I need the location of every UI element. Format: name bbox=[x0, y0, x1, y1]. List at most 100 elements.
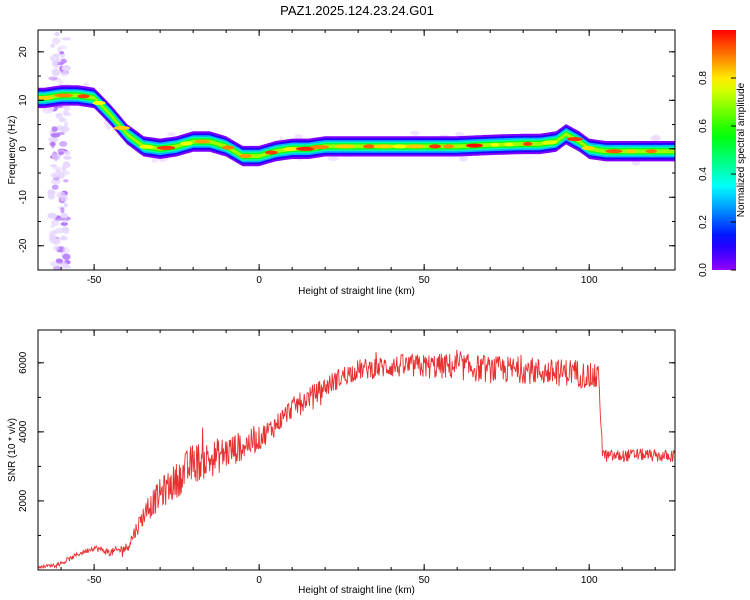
snr-line bbox=[38, 349, 675, 570]
noise-speckle bbox=[167, 132, 176, 137]
x-tick-label: 100 bbox=[581, 275, 598, 286]
noise-speckle bbox=[55, 115, 64, 119]
noise-speckle bbox=[62, 253, 71, 260]
spectrogram-peak bbox=[645, 149, 657, 154]
noise-speckle bbox=[55, 56, 61, 63]
noise-speckle bbox=[61, 65, 71, 72]
noise-speckle bbox=[63, 105, 71, 112]
spectrogram-peak bbox=[373, 144, 394, 149]
noise-speckle bbox=[53, 265, 61, 270]
noise-speckle bbox=[62, 161, 71, 169]
x-tick-label: 50 bbox=[419, 275, 431, 286]
noise-speckle bbox=[49, 233, 56, 241]
y-tick-label: -20 bbox=[18, 238, 29, 253]
spectrogram-peak bbox=[77, 94, 90, 99]
noise-speckle bbox=[42, 107, 54, 114]
spectrogram-peak bbox=[310, 145, 330, 150]
spectrogram-peak bbox=[139, 144, 155, 149]
plot-frame bbox=[37, 329, 676, 571]
spectrogram-peak bbox=[156, 145, 176, 150]
noise-speckle bbox=[50, 56, 55, 62]
x-axis-label: Height of straight line (km) bbox=[298, 286, 415, 297]
colorbar-tick-label: 0.8 bbox=[698, 71, 709, 85]
x-tick-label: 0 bbox=[256, 575, 262, 586]
spectrogram-peak bbox=[522, 141, 533, 146]
y-tick-label: 6000 bbox=[18, 351, 29, 374]
noise-speckle bbox=[459, 155, 468, 162]
x-axis-label: Height of straight line (km) bbox=[298, 585, 415, 596]
noise-speckle bbox=[62, 110, 69, 115]
spectrogram-peak bbox=[113, 126, 131, 130]
y-tick-label: 0 bbox=[18, 146, 29, 152]
noise-speckle bbox=[327, 156, 340, 161]
snr-plot: -50 0 50 100 2000 4000 6000 Height of straight … bbox=[7, 329, 676, 596]
spectrogram-peak bbox=[264, 150, 278, 155]
y-axis-label: Frequency (Hz) bbox=[7, 116, 18, 185]
spectrogram-peak bbox=[581, 146, 595, 151]
noise-speckle bbox=[50, 172, 59, 178]
noise-speckle bbox=[48, 136, 59, 143]
x-tick-label: 0 bbox=[256, 275, 262, 286]
colorbar-tick-label: 0.6 bbox=[698, 119, 709, 133]
noise-speckle bbox=[60, 221, 68, 226]
spectrogram-peak bbox=[363, 144, 375, 149]
spectrogram-peak bbox=[38, 95, 54, 100]
noise-speckle bbox=[54, 218, 64, 221]
noise-speckle bbox=[60, 207, 65, 214]
noise-speckle bbox=[51, 37, 61, 45]
noise-speckle bbox=[409, 130, 420, 135]
spectrogram-peak bbox=[490, 142, 500, 147]
noise-speckle bbox=[151, 157, 158, 163]
noise-speckle bbox=[48, 76, 58, 81]
noise-speckle bbox=[61, 235, 66, 240]
colorbar-tick-label: 0.4 bbox=[698, 167, 709, 181]
noise-speckle bbox=[50, 133, 61, 138]
noise-speckle bbox=[60, 58, 67, 64]
noise-speckle bbox=[50, 164, 57, 168]
noise-speckle bbox=[53, 154, 61, 161]
noise-speckle bbox=[50, 141, 56, 149]
spectrogram-peak bbox=[542, 140, 558, 145]
noise-speckle bbox=[52, 166, 62, 170]
noise-speckle bbox=[649, 135, 662, 141]
noise-speckle bbox=[52, 238, 61, 245]
noise-speckle bbox=[53, 245, 60, 251]
noise-speckle bbox=[58, 45, 67, 50]
spectrogram-peak bbox=[405, 144, 425, 149]
spectrogram-peak bbox=[335, 144, 355, 149]
spectrogram-peak bbox=[465, 143, 483, 148]
noise-speckle bbox=[56, 191, 66, 199]
spectrogram-peak bbox=[567, 137, 583, 142]
spectrogram-peak bbox=[392, 144, 407, 149]
noise-speckle bbox=[63, 202, 68, 208]
spectrogram-peak bbox=[626, 149, 636, 154]
plot-frame bbox=[37, 29, 676, 271]
spectrogram-peak bbox=[180, 141, 193, 146]
noise-speckle bbox=[60, 212, 66, 219]
noise-speckle bbox=[50, 43, 55, 48]
noise-speckle bbox=[52, 53, 60, 58]
y-tick-label: 10 bbox=[18, 94, 29, 106]
y-tick-label: 4000 bbox=[18, 420, 29, 443]
noise-speckle bbox=[58, 118, 65, 123]
spectrogram-peak bbox=[239, 154, 252, 159]
noise-speckle bbox=[47, 192, 55, 200]
noise-speckle bbox=[50, 224, 55, 229]
noise-speckle bbox=[62, 226, 70, 234]
noise-speckle bbox=[455, 131, 464, 137]
noise-speckle bbox=[55, 113, 63, 117]
noise-speckle bbox=[47, 212, 57, 219]
x-tick-label: -50 bbox=[87, 275, 102, 286]
noise-speckle bbox=[53, 64, 59, 70]
x-tick-label: 50 bbox=[419, 575, 431, 586]
colorbar-tick-label: 0.2 bbox=[698, 215, 709, 229]
noise-speckle bbox=[58, 151, 64, 156]
spectrogram-peak bbox=[605, 149, 623, 154]
noise-speckle bbox=[61, 37, 72, 41]
noise-speckle bbox=[631, 160, 641, 166]
spectrogram-band bbox=[38, 87, 675, 165]
noise-speckle bbox=[60, 170, 70, 176]
